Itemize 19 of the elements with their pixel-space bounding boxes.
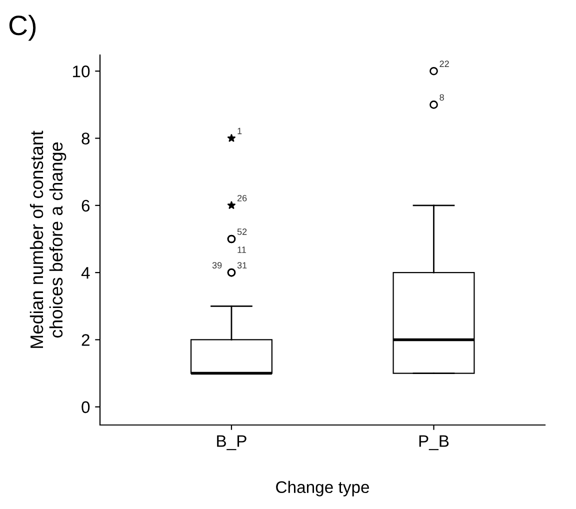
annotation: 39: [212, 262, 222, 268]
annotation: 1: [238, 128, 242, 134]
annotation: 11: [238, 246, 246, 253]
y-tick-label: 6: [82, 200, 90, 212]
x-tick-label: P_B: [419, 435, 449, 450]
annotation: 8: [440, 94, 444, 101]
y-tick-label: 10: [73, 66, 90, 78]
y-axis-title: Median number of constant choices before a change: [30, 130, 66, 348]
annotation: 26: [237, 194, 247, 202]
annotation: 52: [237, 228, 247, 235]
x-tick-label: B_P: [217, 435, 246, 450]
y-tick-label: 4: [81, 267, 90, 279]
y-tick-label: 2: [82, 334, 90, 346]
x-axis-title: Change type: [276, 480, 370, 496]
annotation: 22: [440, 60, 449, 67]
chart-title: C): [9, 14, 36, 41]
y-tick-label: 8: [82, 132, 90, 144]
y-tick-label: 0: [82, 401, 90, 414]
annotation: 31: [237, 262, 247, 268]
